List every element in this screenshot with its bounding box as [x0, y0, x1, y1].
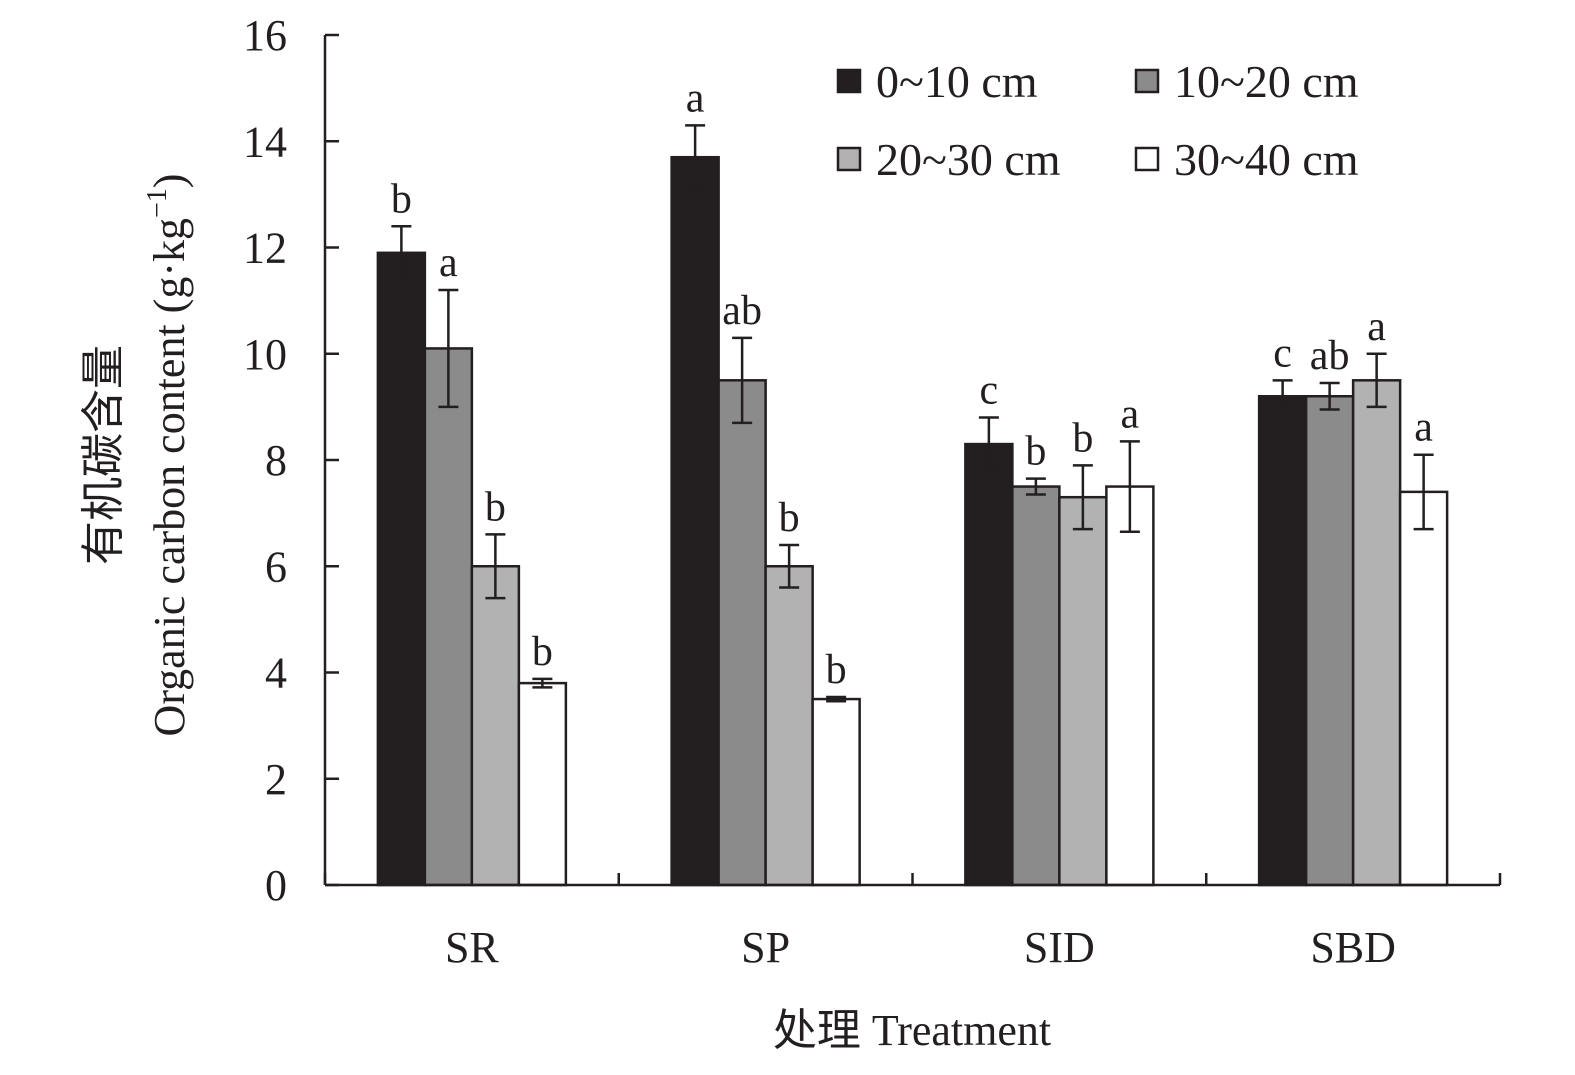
legend-label-series-3: 20~30 cm	[876, 134, 1061, 185]
y-axis-title-main: Organic carbon content (g·kg	[145, 218, 194, 736]
bar-sp-series-1	[670, 155, 720, 887]
y-axis-title-sup: −1	[142, 188, 173, 218]
y-tick-label: 2	[265, 755, 287, 804]
bar-sp-series-3	[764, 565, 814, 887]
y-tick-label: 10	[243, 330, 287, 379]
axes-layer: 0 2 4 6 8 10 12 14 16 SR SP SID SBD	[243, 11, 1502, 972]
bar-sbd-series-3	[1351, 379, 1402, 887]
significance-letter-sp-series-2: ab	[722, 288, 762, 334]
bar-sid-series-2	[1011, 485, 1061, 887]
bar-sid-series-1	[964, 442, 1014, 887]
legend-swatch-series-3	[836, 146, 862, 172]
bar-sp-series-2	[717, 379, 767, 887]
bar-sbd-series-4	[1398, 490, 1449, 887]
significance-letter-sr-series-4: b	[532, 629, 553, 675]
legend-label-series-2: 10~20 cm	[1174, 56, 1359, 107]
error-bars-layer	[391, 124, 1434, 703]
y-tick-label: 6	[265, 542, 287, 591]
bar-sr-series-4	[517, 681, 568, 887]
significance-letter-sr-series-3: b	[485, 484, 506, 530]
significance-letter-sbd-series-4: a	[1414, 405, 1433, 451]
legend-swatch-series-2	[1134, 68, 1160, 94]
significance-letter-sid-series-2: b	[1025, 429, 1046, 475]
bar-sid-series-3	[1058, 495, 1108, 887]
y-axis-title-line1: 有机碳含量	[79, 345, 128, 565]
bars-layer	[376, 155, 1449, 887]
significance-letter-sid-series-3: b	[1072, 415, 1093, 461]
bar-sbd-series-2	[1304, 395, 1355, 887]
legend-swatch-series-1	[836, 68, 862, 94]
bar-sr-series-1	[376, 251, 427, 887]
y-tick-label: 0	[265, 861, 287, 910]
y-tick-label: 16	[243, 11, 287, 60]
x-axis-title: 处理 Treatment	[773, 1006, 1051, 1055]
x-tick-label-sbd: SBD	[1310, 923, 1396, 972]
significance-letter-sp-series-1: a	[686, 75, 705, 121]
significance-letter-sbd-series-2: ab	[1310, 333, 1350, 379]
legend: 0~10 cm 10~20 cm 20~30 cm 30~40 cm	[836, 56, 1359, 185]
significance-letter-sp-series-3: b	[779, 495, 800, 541]
significance-letter-sbd-series-3: a	[1367, 304, 1386, 350]
y-tick-label: 4	[265, 649, 287, 698]
bar-sid-series-4	[1105, 485, 1155, 887]
y-axis-title-close: )	[145, 174, 194, 189]
bar-sbd-series-1	[1257, 395, 1308, 887]
bar-sr-series-2	[423, 347, 474, 887]
legend-label-series-4: 30~40 cm	[1174, 134, 1359, 185]
significance-letter-sid-series-4: a	[1121, 391, 1140, 437]
bar-sp-series-4	[811, 697, 861, 887]
x-tick-label-sid: SID	[1024, 923, 1095, 972]
significance-letter-sr-series-2: a	[439, 240, 458, 286]
y-tick-label: 8	[265, 436, 287, 485]
significance-letter-sid-series-1: c	[980, 368, 999, 414]
bar-sr-series-3	[470, 565, 521, 887]
significance-letter-sp-series-4: b	[826, 647, 847, 693]
legend-swatch-series-4	[1134, 146, 1160, 172]
y-axis-title: 有机碳含量 Organic carbon content (g·kg−1)	[79, 174, 194, 737]
y-tick-label: 12	[243, 224, 287, 273]
y-tick-label: 14	[243, 117, 287, 166]
legend-label-series-1: 0~10 cm	[876, 56, 1038, 107]
significance-letter-sr-series-1: b	[391, 176, 412, 222]
x-tick-label-sr: SR	[445, 923, 499, 972]
y-axis-title-line2: Organic carbon content (g·kg−1)	[142, 174, 194, 737]
significance-letter-sbd-series-1: c	[1273, 330, 1292, 376]
x-tick-label-sp: SP	[741, 923, 790, 972]
